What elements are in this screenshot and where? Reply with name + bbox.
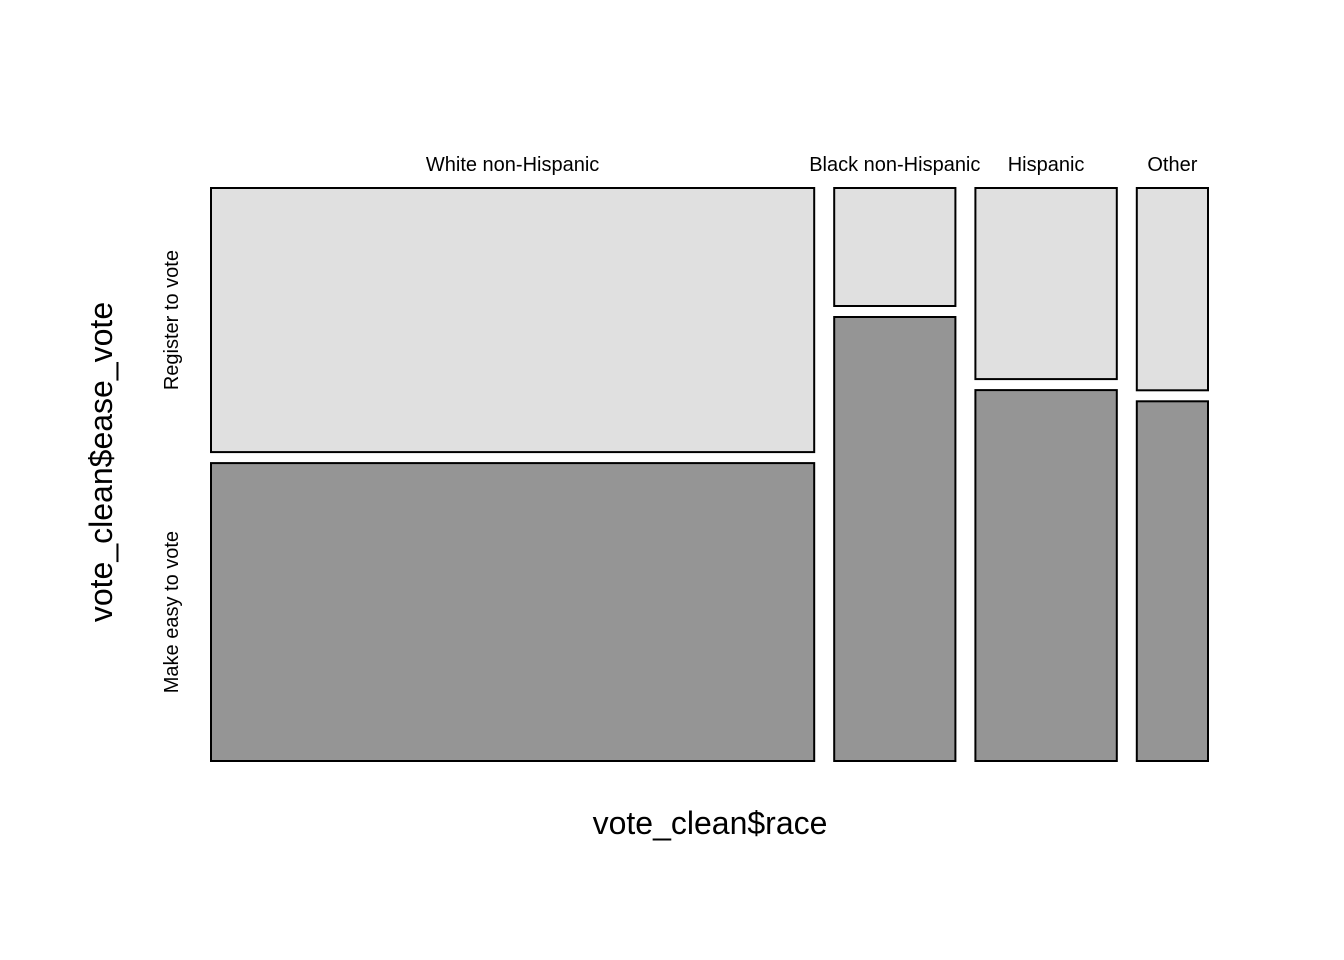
- mosaic-tile-black-non-hispanic-make-easy-to-vote: [834, 317, 955, 761]
- y-category-label-make-easy-to-vote: Make easy to vote: [161, 531, 183, 693]
- mosaic-tile-other-register-to-vote: [1137, 188, 1208, 390]
- x-category-label-other: Other: [1147, 154, 1197, 176]
- mosaic-tile-black-non-hispanic-register-to-vote: [834, 188, 955, 306]
- mosaic-tiles: [211, 188, 1208, 761]
- mosaic-tile-hispanic-make-easy-to-vote: [975, 390, 1116, 761]
- x-category-label-black-non-hispanic: Black non-Hispanic: [809, 154, 980, 176]
- mosaic-tile-white-non-hispanic-register-to-vote: [211, 188, 814, 452]
- mosaic-tile-other-make-easy-to-vote: [1137, 401, 1208, 761]
- x-axis-title: vote_clean$race: [593, 805, 828, 841]
- x-category-label-hispanic: Hispanic: [1008, 154, 1085, 176]
- mosaic-tile-white-non-hispanic-make-easy-to-vote: [211, 463, 814, 761]
- mosaic-tile-hispanic-register-to-vote: [975, 188, 1116, 379]
- x-category-labels: White non-Hispanic Black non-Hispanic Hisp…: [426, 154, 1198, 176]
- y-category-label-register-to-vote: Register to vote: [161, 250, 183, 390]
- y-axis-title: vote_clean$ease_vote: [83, 302, 119, 622]
- x-category-label-white-non-hispanic: White non-Hispanic: [426, 154, 599, 176]
- y-category-labels: Make easy to vote Register to vote: [161, 250, 183, 693]
